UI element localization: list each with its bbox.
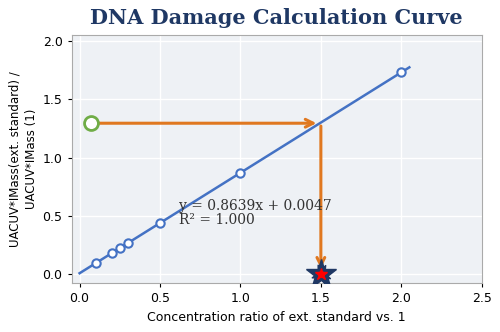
X-axis label: Concentration ratio of ext. standard vs. 1: Concentration ratio of ext. standard vs.…: [148, 311, 406, 324]
Y-axis label: UACUV*IMass(ext. standard) /
UACUV*IMass (1): UACUV*IMass(ext. standard) / UACUV*IMass…: [8, 71, 38, 247]
Title: DNA Damage Calculation Curve: DNA Damage Calculation Curve: [90, 8, 463, 28]
Text: R² = 1.000: R² = 1.000: [180, 213, 255, 227]
Point: [317, 271, 325, 277]
Text: y = 0.8639x + 0.0047: y = 0.8639x + 0.0047: [180, 199, 332, 213]
